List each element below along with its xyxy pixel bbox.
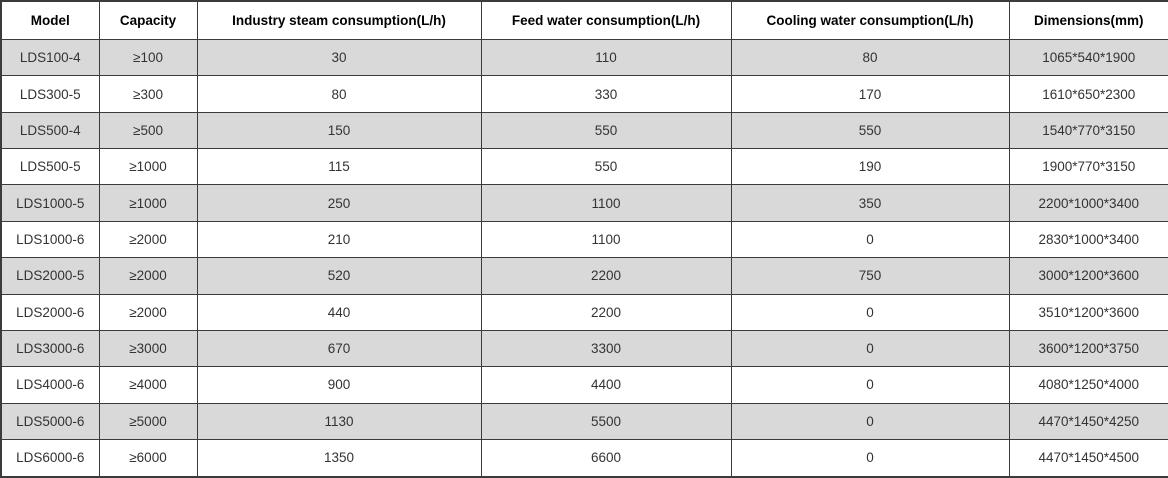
cell-model: LDS5000-6	[0, 402, 100, 440]
cell-model: LDS1000-5	[0, 184, 100, 222]
cell-steam: 210	[196, 220, 482, 259]
cell-model: LDS500-4	[0, 111, 100, 150]
cell-feed: 2200	[480, 257, 732, 295]
cell-capacity: ≥2000	[98, 257, 198, 295]
table-row: LDS500-4 ≥500 150 550 550 1540*770*3150	[0, 111, 1168, 150]
cell-cooling: 350	[730, 184, 1010, 222]
cell-dims: 3510*1200*3600	[1008, 293, 1168, 331]
cell-dims: 4080*1250*4000	[1008, 366, 1168, 404]
cell-cooling: 750	[730, 257, 1010, 295]
cell-cooling: 550	[730, 111, 1010, 150]
cell-feed: 330	[480, 75, 732, 113]
table-row: LDS100-4 ≥100 30 110 80 1065*540*1900	[0, 38, 1168, 77]
cell-cooling: 0	[730, 329, 1010, 368]
cell-model: LDS100-4	[0, 38, 100, 77]
column-header-cooling: Cooling water consumption(L/h)	[730, 0, 1010, 40]
cell-dims: 4470*1450*4500	[1008, 438, 1168, 478]
cell-dims: 3000*1200*3600	[1008, 257, 1168, 295]
table-row: LDS3000-6 ≥3000 670 3300 0 3600*1200*3750	[0, 329, 1168, 368]
table-row: LDS5000-6 ≥5000 1130 5500 0 4470*1450*4250	[0, 402, 1168, 440]
cell-capacity: ≥100	[98, 38, 198, 77]
cell-steam: 440	[196, 293, 482, 331]
cell-capacity: ≥6000	[98, 438, 198, 478]
table-row: LDS300-5 ≥300 80 330 170 1610*650*2300	[0, 75, 1168, 113]
cell-steam: 115	[196, 148, 482, 186]
cell-feed: 550	[480, 148, 732, 186]
cell-cooling: 0	[730, 220, 1010, 259]
cell-dims: 1540*770*3150	[1008, 111, 1168, 150]
cell-capacity: ≥5000	[98, 402, 198, 440]
cell-model: LDS6000-6	[0, 438, 100, 478]
column-header-dims: Dimensions(mm)	[1008, 0, 1168, 40]
cell-feed: 4400	[480, 366, 732, 404]
cell-dims: 1065*540*1900	[1008, 38, 1168, 77]
table-row: LDS500-5 ≥1000 115 550 190 1900*770*3150	[0, 148, 1168, 186]
cell-feed: 110	[480, 38, 732, 77]
cell-steam: 30	[196, 38, 482, 77]
table-body: LDS100-4 ≥100 30 110 80 1065*540*1900 LDS300-5…	[0, 38, 1168, 478]
cell-model: LDS2000-5	[0, 257, 100, 295]
cell-capacity: ≥2000	[98, 220, 198, 259]
cell-cooling: 0	[730, 293, 1010, 331]
cell-cooling: 80	[730, 38, 1010, 77]
cell-dims: 2830*1000*3400	[1008, 220, 1168, 259]
cell-model: LDS1000-6	[0, 220, 100, 259]
cell-dims: 4470*1450*4250	[1008, 402, 1168, 440]
cell-capacity: ≥300	[98, 75, 198, 113]
cell-capacity: ≥1000	[98, 184, 198, 222]
cell-capacity: ≥2000	[98, 293, 198, 331]
cell-steam: 520	[196, 257, 482, 295]
column-header-model: Model	[0, 0, 100, 40]
column-header-feed: Feed water consumption(L/h)	[480, 0, 732, 40]
cell-feed: 3300	[480, 329, 732, 368]
cell-capacity: ≥1000	[98, 148, 198, 186]
column-header-capacity: Capacity	[98, 0, 198, 40]
table-row: LDS2000-5 ≥2000 520 2200 750 3000*1200*3600	[0, 257, 1168, 295]
table-row: LDS1000-6 ≥2000 210 1100 0 2830*1000*3400	[0, 220, 1168, 259]
cell-capacity: ≥4000	[98, 366, 198, 404]
cell-steam: 150	[196, 111, 482, 150]
table-row: LDS1000-5 ≥1000 250 1100 350 2200*1000*3400	[0, 184, 1168, 222]
cell-steam: 1350	[196, 438, 482, 478]
cell-model: LDS4000-6	[0, 366, 100, 404]
cell-feed: 1100	[480, 220, 732, 259]
table-row: LDS2000-6 ≥2000 440 2200 0 3510*1200*3600	[0, 293, 1168, 331]
table-header: Model Capacity Industry steam consumptio…	[0, 0, 1168, 40]
cell-dims: 1900*770*3150	[1008, 148, 1168, 186]
cell-steam: 80	[196, 75, 482, 113]
cell-steam: 670	[196, 329, 482, 368]
cell-cooling: 170	[730, 75, 1010, 113]
cell-steam: 1130	[196, 402, 482, 440]
cell-cooling: 0	[730, 366, 1010, 404]
cell-steam: 900	[196, 366, 482, 404]
header-row: Model Capacity Industry steam consumptio…	[0, 0, 1168, 40]
cell-feed: 1100	[480, 184, 732, 222]
cell-dims: 1610*650*2300	[1008, 75, 1168, 113]
table-row: LDS4000-6 ≥4000 900 4400 0 4080*1250*4000	[0, 366, 1168, 404]
cell-feed: 550	[480, 111, 732, 150]
cell-model: LDS3000-6	[0, 329, 100, 368]
table-row: LDS6000-6 ≥6000 1350 6600 0 4470*1450*4500	[0, 438, 1168, 478]
cell-feed: 6600	[480, 438, 732, 478]
column-header-steam: Industry steam consumption(L/h)	[196, 0, 482, 40]
cell-steam: 250	[196, 184, 482, 222]
cell-model: LDS500-5	[0, 148, 100, 186]
cell-dims: 2200*1000*3400	[1008, 184, 1168, 222]
cell-feed: 5500	[480, 402, 732, 440]
cell-model: LDS2000-6	[0, 293, 100, 331]
cell-model: LDS300-5	[0, 75, 100, 113]
cell-feed: 2200	[480, 293, 732, 331]
cell-cooling: 0	[730, 402, 1010, 440]
cell-dims: 3600*1200*3750	[1008, 329, 1168, 368]
cell-capacity: ≥500	[98, 111, 198, 150]
cell-cooling: 190	[730, 148, 1010, 186]
cell-cooling: 0	[730, 438, 1010, 478]
cell-capacity: ≥3000	[98, 329, 198, 368]
